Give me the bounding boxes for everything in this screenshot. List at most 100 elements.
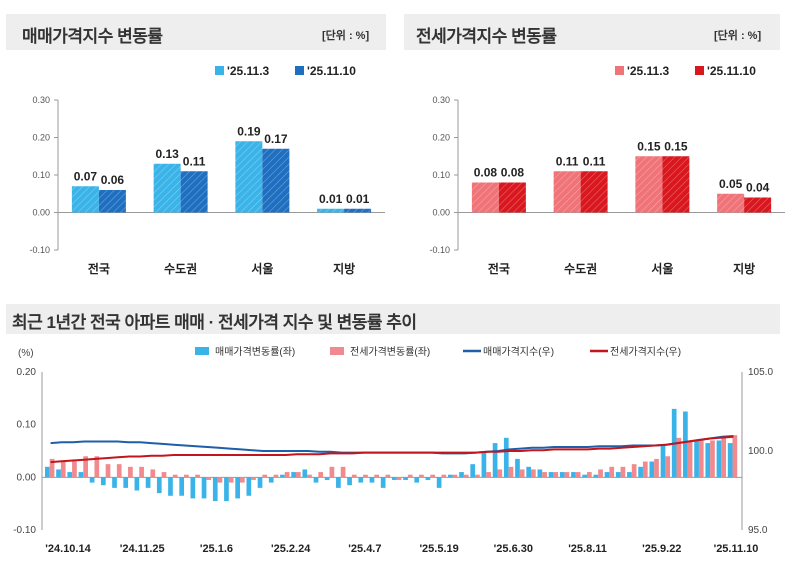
- trend-bar: [257, 477, 263, 488]
- right-panel-title-bar: [404, 14, 780, 50]
- trend-bar: [374, 474, 380, 478]
- trend-bar: [67, 472, 73, 478]
- trend-bar: [447, 474, 453, 478]
- left-ytick-label: 0.00: [32, 208, 50, 218]
- trend-bar: [195, 474, 200, 478]
- left-category-label: 서울: [251, 261, 273, 276]
- trend-bar: [161, 472, 167, 478]
- trend-bar: [273, 474, 279, 478]
- trend-bar: [430, 474, 435, 478]
- trend-bar: [436, 477, 442, 488]
- trend-bar: [49, 458, 55, 478]
- trend-bar: [56, 469, 61, 478]
- trend-x-tick-label: '25.11.10: [714, 543, 759, 555]
- trend-x-tick-label: '25.5.19: [419, 543, 458, 555]
- trend-bar: [313, 477, 319, 483]
- trend-bar: [627, 472, 632, 478]
- trend-bar: [486, 472, 491, 478]
- left-data-label: 0.19: [237, 124, 261, 138]
- trend-x-tick-label: '25.6.30: [494, 543, 533, 555]
- trend-bar: [642, 461, 648, 478]
- trend-x-tick-label: '24.10.14: [45, 543, 91, 555]
- left-category-label: 지방: [333, 261, 355, 276]
- trend-bar: [217, 477, 223, 483]
- trend-right-tick-label: 95.0: [748, 525, 768, 536]
- trend-bar: [615, 472, 621, 478]
- trend-bar: [228, 477, 234, 483]
- trend-bar: [459, 472, 464, 478]
- left-ytick-label: 0.20: [32, 133, 50, 143]
- trend-bar: [582, 474, 587, 478]
- trend-bar: [441, 474, 447, 478]
- trend-bar: [105, 464, 111, 478]
- trend-bar: [179, 477, 185, 496]
- left-ytick-label: 0.10: [32, 170, 50, 180]
- trend-right-tick-label: 100.0: [748, 446, 773, 457]
- trend-bar: [654, 458, 659, 478]
- trend-bar: [403, 477, 408, 480]
- trend-legend-label: 전세가격변동률(좌): [350, 345, 430, 358]
- right-bar: [471, 182, 499, 213]
- left-panel-unit: [단위 : %]: [322, 30, 370, 42]
- left-bar: [180, 171, 208, 213]
- trend-bar: [184, 474, 189, 478]
- trend-bar: [239, 477, 245, 483]
- trend-bar: [100, 477, 106, 486]
- right-panel-unit: [단위 : %]: [714, 30, 762, 42]
- trend-bar: [72, 461, 77, 478]
- trend-bar: [609, 466, 615, 478]
- right-bar: [662, 156, 690, 213]
- trend-legend-label: 전세가격지수(우): [610, 345, 681, 358]
- trend-bar: [392, 477, 397, 480]
- trend-bar: [598, 469, 603, 478]
- trend-bar: [134, 477, 140, 491]
- trend-bar: [721, 437, 727, 478]
- trend-bar: [123, 477, 129, 488]
- trend-bar: [324, 477, 330, 480]
- right-data-label: 0.08: [501, 166, 525, 180]
- trend-bar: [60, 461, 66, 478]
- trend-bar: [396, 477, 402, 480]
- trend-bar: [537, 469, 543, 478]
- trend-bar: [586, 472, 592, 478]
- trend-bar: [620, 466, 626, 478]
- left-category-label: 수도권: [164, 262, 197, 276]
- right-data-label: 0.15: [664, 139, 688, 153]
- left-data-label: 0.11: [183, 154, 206, 168]
- trend-bar: [452, 474, 458, 478]
- trend-bar: [89, 477, 95, 483]
- trend-x-tick-label: '25.1.6: [200, 543, 233, 555]
- left-data-label: 0.13: [155, 147, 179, 161]
- right-data-label: 0.08: [474, 166, 498, 180]
- trend-left-tick-label: 0.20: [17, 367, 37, 378]
- trend-bar: [481, 451, 487, 478]
- trend-bar: [268, 477, 274, 483]
- left-data-label: 0.01: [319, 192, 343, 206]
- left-panel-title: 매매가격지수 변동률: [22, 27, 163, 46]
- left-legend-label: '25.11.3: [227, 64, 270, 78]
- trend-x-tick-label: '25.4.7: [348, 543, 381, 555]
- trend-left-tick-label: -0.10: [13, 525, 36, 536]
- trend-bar: [553, 472, 559, 478]
- left-data-label: 0.17: [264, 132, 288, 146]
- trend-legend-label: 매매가격지수(우): [483, 345, 554, 358]
- trend-bar: [407, 474, 413, 478]
- trend-x-tick-label: '25.9.22: [642, 543, 681, 555]
- trend-bar: [638, 466, 643, 478]
- trend-bar: [385, 474, 391, 478]
- trend-bar: [631, 464, 637, 478]
- trend-bar: [716, 440, 722, 478]
- trend-bar: [168, 477, 173, 496]
- left-bar: [344, 208, 372, 213]
- right-bar: [553, 171, 581, 213]
- trend-bar: [463, 474, 469, 478]
- right-bar-chart: -0.10 0.00 0.10 0.20 0.30 '25.11.3 '25.11.10 0.…: [429, 64, 785, 276]
- trend-bar: [83, 456, 88, 478]
- right-ytick-label: 0.20: [432, 133, 450, 143]
- right-legend-swatch: [695, 66, 704, 75]
- trend-x-tick-label: '25.8.11: [568, 543, 607, 555]
- trend-bar: [649, 461, 655, 478]
- trend-legend-swatch: [330, 347, 344, 355]
- trend-bar: [363, 474, 368, 478]
- trend-bar: [351, 474, 357, 478]
